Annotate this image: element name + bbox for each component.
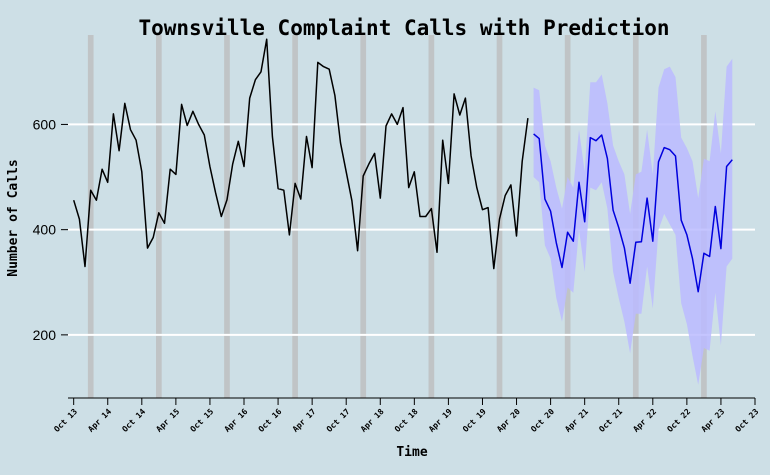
prediction-band-area xyxy=(533,58,733,385)
highlight-band xyxy=(292,35,298,398)
x-axis: Oct 13 Apr 14 Oct 14 Apr 15 Oct 15 Apr 16 Oct … xyxy=(52,397,761,434)
highlight-band xyxy=(224,35,230,398)
x-tick-label: Oct 13 xyxy=(52,407,79,434)
x-tick-label: Apr 18 xyxy=(359,407,386,434)
y-tick-label: 200 xyxy=(33,327,57,343)
x-tick-label: Oct 14 xyxy=(120,407,147,434)
x-tick-label: Apr 19 xyxy=(427,407,454,434)
highlight-band xyxy=(156,35,162,398)
x-tick-label: Oct 23 xyxy=(734,407,761,434)
y-axis: 200 400 600 xyxy=(33,116,68,343)
x-axis-title: Time xyxy=(396,445,427,460)
highlight-band xyxy=(360,35,367,398)
chart-title: Townsville Complaint Calls with Predicti… xyxy=(138,16,669,40)
x-tick-label: Apr 20 xyxy=(495,407,522,434)
highlight-band xyxy=(428,35,435,398)
x-tick-label: Apr 17 xyxy=(291,407,318,434)
x-tick-label: Apr 23 xyxy=(700,407,727,434)
y-tick-label: 400 xyxy=(33,222,57,238)
prediction-series-line xyxy=(533,133,733,293)
highlight-band xyxy=(87,35,94,398)
y-axis-title: Number of Calls xyxy=(6,159,21,276)
x-tick-label: Oct 19 xyxy=(461,407,488,434)
x-tick-label: Apr 15 xyxy=(154,407,181,434)
x-tick-label: Apr 16 xyxy=(223,407,250,434)
x-tick-label: Oct 21 xyxy=(597,407,624,434)
actual-series-line xyxy=(72,38,529,270)
x-tick-label: Apr 21 xyxy=(563,407,590,434)
x-tick-label: Oct 20 xyxy=(529,407,556,434)
y-tick-label: 600 xyxy=(33,116,57,132)
x-tick-label: Oct 18 xyxy=(393,407,420,434)
prediction-interval xyxy=(533,58,733,385)
x-tick-label: Apr 14 xyxy=(86,407,113,434)
x-tick-label: Oct 22 xyxy=(665,407,692,434)
x-tick-label: Oct 15 xyxy=(189,407,216,434)
series-lines xyxy=(72,38,733,293)
x-tick-label: Oct 17 xyxy=(325,407,352,434)
x-tick-label: Oct 16 xyxy=(257,407,284,434)
x-tick-label: Apr 22 xyxy=(631,407,658,434)
